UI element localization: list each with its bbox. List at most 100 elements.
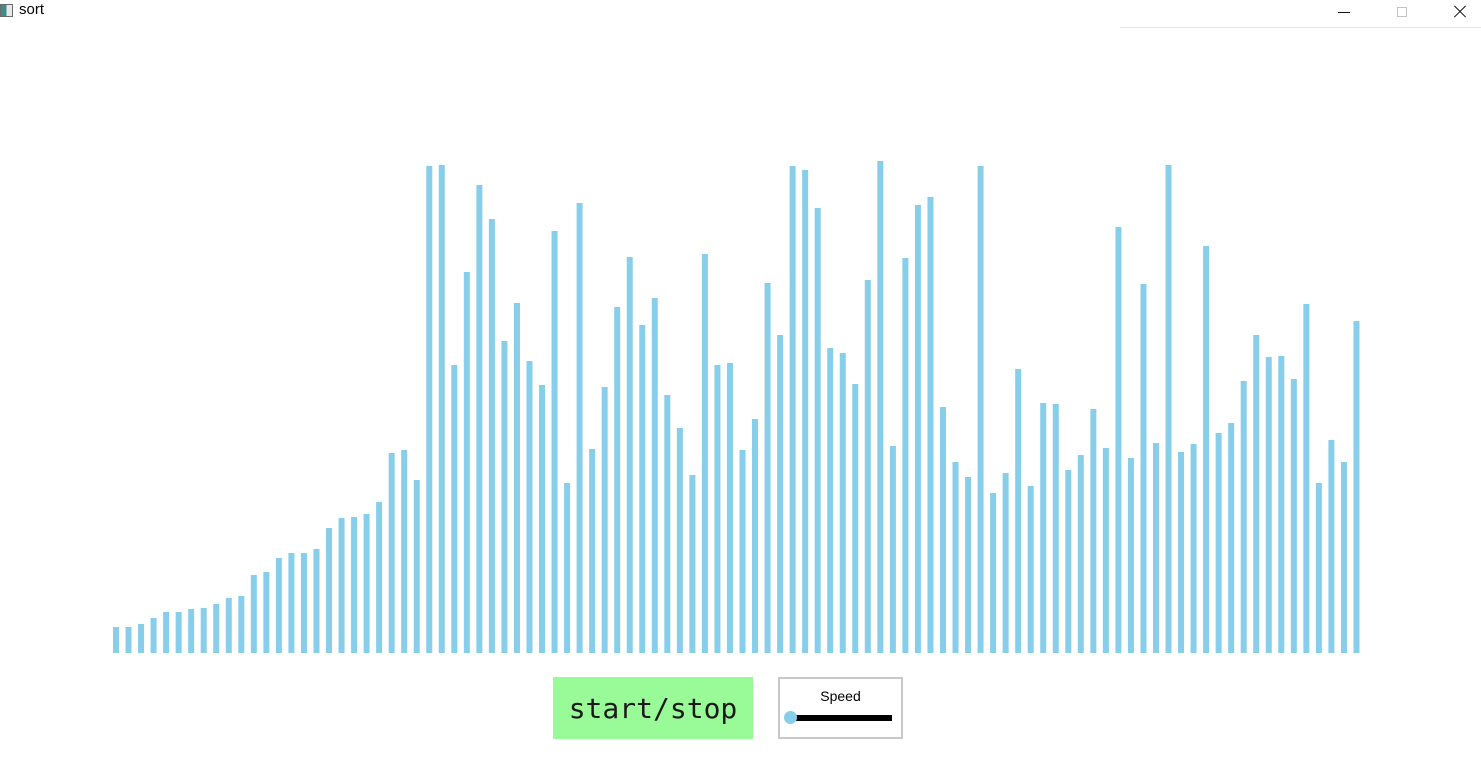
speed-label: Speed bbox=[820, 688, 861, 704]
minimize-icon bbox=[1338, 11, 1350, 13]
bar-70 bbox=[990, 493, 997, 653]
bar-28 bbox=[463, 272, 470, 653]
bar-80 bbox=[1115, 227, 1122, 653]
bar-89 bbox=[1228, 423, 1235, 653]
bar-0 bbox=[113, 627, 119, 653]
bar-5 bbox=[175, 612, 182, 653]
bar-12 bbox=[263, 572, 270, 653]
bar-18 bbox=[338, 518, 345, 653]
bar-22 bbox=[388, 453, 395, 653]
bar-37 bbox=[576, 203, 583, 653]
bar-71 bbox=[1002, 473, 1009, 653]
bar-78 bbox=[1090, 409, 1097, 653]
bar-51 bbox=[752, 419, 759, 653]
window-title: sort bbox=[19, 1, 45, 18]
bar-56 bbox=[814, 208, 821, 653]
bar-44 bbox=[664, 395, 671, 653]
bar-20 bbox=[363, 514, 370, 653]
bar-34 bbox=[539, 385, 546, 653]
bar-4 bbox=[163, 612, 170, 653]
bar-1 bbox=[125, 627, 132, 653]
bar-59 bbox=[852, 384, 859, 653]
bar-96 bbox=[1315, 483, 1322, 653]
bar-19 bbox=[351, 517, 358, 653]
bar-77 bbox=[1077, 455, 1084, 653]
bar-11 bbox=[250, 575, 257, 653]
bar-52 bbox=[764, 283, 771, 653]
bar-35 bbox=[551, 231, 558, 653]
bar-39 bbox=[601, 387, 608, 653]
bar-65 bbox=[927, 197, 934, 653]
bar-41 bbox=[626, 257, 633, 653]
bar-62 bbox=[889, 446, 896, 653]
bar-29 bbox=[476, 185, 483, 653]
bar-81 bbox=[1127, 458, 1134, 653]
bar-61 bbox=[877, 161, 884, 653]
bar-69 bbox=[977, 166, 984, 653]
bar-25 bbox=[426, 166, 433, 653]
bar-16 bbox=[313, 549, 320, 653]
speed-slider-handle[interactable] bbox=[784, 711, 797, 724]
bar-66 bbox=[939, 407, 946, 653]
bar-84 bbox=[1165, 165, 1172, 653]
bar-49 bbox=[726, 363, 733, 653]
bar-10 bbox=[238, 596, 245, 653]
bar-98 bbox=[1340, 462, 1347, 653]
bar-15 bbox=[300, 553, 307, 653]
bar-88 bbox=[1215, 433, 1222, 653]
minimize-button[interactable] bbox=[1321, 0, 1367, 24]
app-icon bbox=[0, 4, 13, 17]
bar-2 bbox=[138, 624, 145, 653]
bar-26 bbox=[438, 165, 445, 653]
bar-40 bbox=[614, 307, 621, 653]
bar-36 bbox=[564, 483, 571, 653]
bar-91 bbox=[1253, 335, 1260, 653]
bar-47 bbox=[701, 254, 708, 653]
bar-75 bbox=[1052, 404, 1059, 653]
bar-38 bbox=[589, 449, 596, 653]
bar-85 bbox=[1178, 452, 1185, 653]
speed-control: Speed bbox=[778, 677, 903, 739]
bar-14 bbox=[288, 553, 295, 653]
bar-68 bbox=[965, 477, 972, 653]
bar-60 bbox=[864, 280, 871, 653]
bar-94 bbox=[1290, 379, 1297, 653]
bar-30 bbox=[488, 219, 495, 653]
bar-9 bbox=[225, 598, 232, 653]
bar-31 bbox=[501, 341, 508, 653]
start-stop-button[interactable]: start/stop bbox=[553, 677, 753, 739]
bar-90 bbox=[1240, 381, 1247, 653]
bar-86 bbox=[1190, 444, 1197, 653]
bar-54 bbox=[789, 166, 796, 653]
title-bar[interactable]: sort bbox=[0, 0, 1481, 28]
bar-13 bbox=[275, 558, 282, 653]
bar-63 bbox=[902, 258, 909, 653]
bar-95 bbox=[1303, 304, 1310, 653]
bar-27 bbox=[451, 365, 458, 653]
speed-slider-track[interactable] bbox=[790, 715, 892, 721]
bar-46 bbox=[689, 475, 696, 653]
bar-21 bbox=[376, 502, 383, 653]
bar-92 bbox=[1265, 357, 1272, 653]
bar-74 bbox=[1040, 403, 1047, 653]
bar-97 bbox=[1328, 440, 1335, 653]
bar-32 bbox=[513, 303, 520, 653]
bar-64 bbox=[914, 205, 921, 653]
bar-24 bbox=[413, 480, 420, 653]
bar-67 bbox=[952, 462, 959, 653]
bar-53 bbox=[777, 335, 784, 653]
bar-79 bbox=[1102, 448, 1109, 653]
bar-93 bbox=[1278, 356, 1285, 653]
maximize-icon bbox=[1397, 7, 1407, 17]
bar-8 bbox=[213, 604, 220, 653]
bar-33 bbox=[526, 361, 533, 653]
maximize-button[interactable] bbox=[1379, 0, 1425, 24]
bar-73 bbox=[1027, 486, 1034, 653]
bar-55 bbox=[802, 170, 809, 653]
bar-72 bbox=[1015, 369, 1022, 653]
bar-43 bbox=[651, 298, 658, 653]
bar-45 bbox=[676, 428, 683, 653]
